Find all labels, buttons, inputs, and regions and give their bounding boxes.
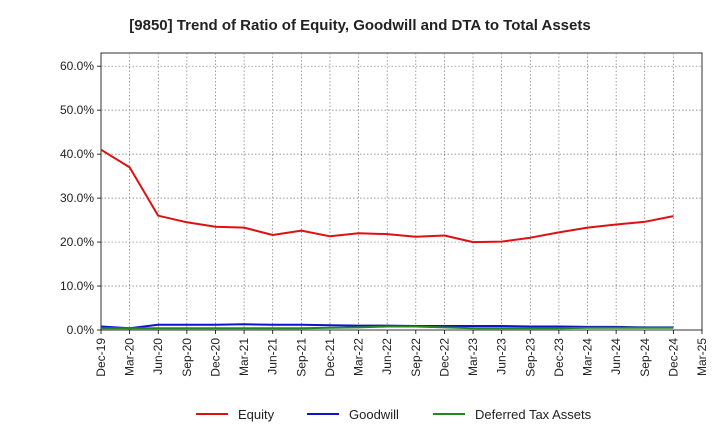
series-lines	[100, 148, 674, 330]
y-tick-label: 50.0%	[60, 103, 94, 117]
series-line-equity	[100, 148, 674, 244]
gridlines	[101, 53, 702, 330]
x-tick-label: Mar-21	[237, 338, 251, 376]
x-axis: Dec-19 Mar-20 Jun-20 Sep-20 Dec-20 Mar-21 Jun-…	[94, 330, 709, 377]
x-tick-label: Dec-24	[666, 338, 680, 377]
chart-title: [9850] Trend of Ratio of Equity, Goodwil…	[129, 17, 590, 34]
x-tick-label: Mar-24	[581, 338, 595, 376]
x-tick-label: Mar-25	[695, 338, 709, 376]
y-tick-label: 60.0%	[60, 59, 94, 73]
x-tick-label: Sep-21	[294, 338, 308, 377]
x-tick-label: Jun-20	[151, 338, 165, 375]
x-tick-label: Dec-21	[323, 338, 337, 377]
x-tick-label: Sep-20	[180, 338, 194, 377]
x-tick-label: Jun-22	[380, 338, 394, 375]
series-line-deferred-tax-assets	[101, 325, 674, 330]
x-tick-label: Sep-22	[409, 338, 423, 377]
x-tick-label: Mar-23	[466, 338, 480, 376]
plot-area	[100, 52, 703, 331]
x-tick-label: Sep-24	[638, 338, 652, 377]
y-axis: 0.0% 10.0% 20.0% 30.0% 40.0% 50.0% 60.0%	[60, 59, 101, 337]
x-tick-label: Jun-21	[266, 338, 280, 375]
x-tick-label: Dec-22	[437, 338, 451, 377]
legend-label-deferred-tax-assets: Deferred Tax Assets	[475, 407, 592, 422]
y-tick-label: 0.0%	[67, 323, 95, 337]
x-tick-label: Sep-23	[523, 338, 537, 377]
x-tick-label: Dec-19	[94, 338, 108, 377]
x-tick-label: Dec-23	[552, 338, 566, 377]
y-tick-label: 20.0%	[60, 235, 94, 249]
x-tick-label: Mar-20	[123, 338, 137, 376]
x-tick-label: Jun-24	[609, 338, 623, 375]
y-tick-label: 30.0%	[60, 191, 94, 205]
x-tick-label: Dec-20	[208, 338, 222, 377]
x-tick-label: Jun-23	[495, 338, 509, 375]
x-tick-label: Mar-22	[352, 338, 366, 376]
y-tick-label: 40.0%	[60, 147, 94, 161]
y-tick-label: 10.0%	[60, 279, 94, 293]
legend: Equity Goodwill Deferred Tax Assets	[196, 407, 592, 422]
legend-label-equity: Equity	[238, 407, 275, 422]
legend-label-goodwill: Goodwill	[349, 407, 399, 422]
